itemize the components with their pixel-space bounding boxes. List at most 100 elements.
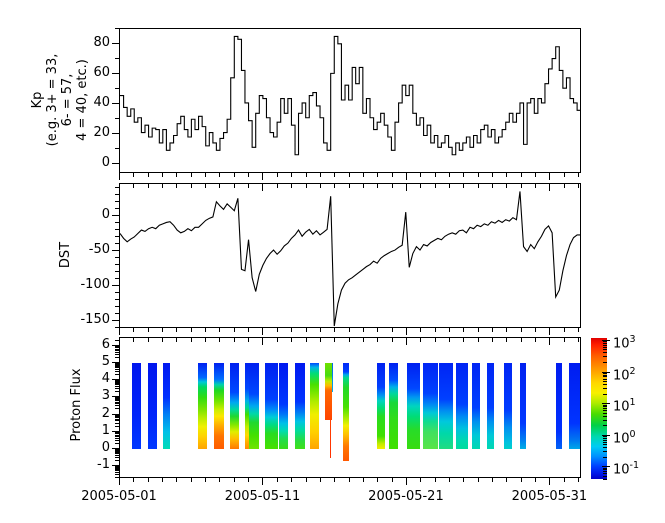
colorbar-tick-label: 100 [613, 428, 636, 447]
flux-data-bar [407, 363, 420, 450]
x-axis-tick [377, 478, 379, 482]
x-axis-tick-inner [162, 184, 164, 188]
x-axis-tick-inner [477, 184, 479, 188]
y-axis-minor-tick [115, 477, 119, 479]
y-axis-minor-tick [115, 433, 119, 435]
flux-data-bar [198, 363, 207, 450]
x-axis-tick-inner [492, 184, 494, 188]
y-axis-major-tick [112, 162, 119, 164]
x-axis-tick-inner [119, 184, 120, 191]
x-axis-tick [291, 328, 293, 332]
y-axis-tick-label: 4 [101, 371, 110, 387]
y-axis-tick-label: 80 [93, 34, 110, 50]
y-axis-major-tick [112, 448, 119, 450]
x-axis-tick-inner [205, 338, 207, 342]
x-axis-tick-inner [233, 338, 235, 342]
x-axis-tick [434, 478, 436, 482]
x-axis-tick [162, 173, 164, 177]
x-axis-tick [190, 328, 192, 332]
x-axis-tick [449, 173, 450, 177]
flux-data-bar [132, 363, 141, 450]
y-axis-minor-tick [115, 403, 119, 405]
x-axis-tick [319, 173, 321, 177]
y-axis-minor-tick [115, 236, 119, 237]
x-axis-tick [578, 173, 580, 177]
x-axis-tick [119, 478, 120, 485]
y-axis-minor-tick [115, 306, 119, 307]
y-axis-minor-tick [115, 388, 119, 390]
x-axis-tick [506, 328, 508, 332]
y-axis-minor-tick [115, 397, 119, 399]
y-axis-tick-label: 2 [101, 405, 110, 421]
y-axis-minor-tick [115, 346, 119, 348]
y-axis-minor-tick [115, 416, 119, 418]
x-axis-tick [262, 173, 264, 180]
y-axis-minor-tick [115, 87, 119, 89]
colorbar-minor-tick [603, 342, 607, 344]
x-axis-tick [319, 478, 321, 482]
x-axis-tick-inner [348, 184, 350, 188]
x-axis-tick [248, 328, 250, 332]
x-axis-tick [305, 478, 307, 482]
x-axis-tick [305, 173, 307, 177]
y-axis-minor-tick [115, 200, 119, 202]
y-axis-minor-tick [115, 221, 119, 223]
colorbar-major-tick [602, 339, 610, 341]
y-axis-minor-tick [115, 147, 119, 149]
x-axis-date-label: 2005-05-11 [224, 489, 301, 504]
x-axis-tick [405, 478, 407, 485]
y-axis-minor-tick [115, 353, 119, 355]
y-axis-minor-tick [115, 422, 119, 424]
y-axis-minor-tick [115, 434, 119, 436]
flux-data-bar [376, 363, 386, 450]
x-axis-tick [305, 328, 307, 332]
x-axis-tick-inner [305, 184, 307, 188]
x-axis-tick-inner [334, 184, 336, 188]
x-axis-tick [233, 328, 235, 332]
flux-data-bar [455, 363, 468, 450]
y-axis-minor-tick [115, 436, 119, 437]
y-axis-tick-label: 0 [101, 154, 110, 170]
y-axis-minor-tick [115, 470, 119, 472]
y-axis-minor-tick [115, 391, 119, 393]
x-axis-tick-inner [535, 184, 537, 188]
flux-data-bar [343, 363, 349, 462]
y-axis-major-tick [112, 413, 119, 415]
x-axis-tick [319, 328, 321, 332]
x-axis-tick-inner [477, 338, 479, 342]
y-axis-minor-tick [115, 57, 119, 59]
y-axis-tick-label: -1 [97, 457, 110, 473]
y-axis-minor-tick [115, 466, 119, 468]
y-axis-minor-tick [115, 365, 119, 367]
flux-data-bar [279, 363, 288, 450]
x-axis-tick [147, 173, 149, 177]
colorbar-minor-tick [603, 393, 607, 395]
x-axis-tick [420, 328, 422, 332]
y-axis-major-tick [112, 102, 119, 104]
x-axis-tick-inner [233, 184, 235, 188]
y-axis-tick-label: -150 [80, 312, 110, 328]
y-axis-minor-tick [115, 356, 119, 358]
x-axis-tick-inner [319, 184, 321, 188]
x-axis-tick [291, 173, 293, 177]
x-axis-tick [205, 478, 207, 482]
flux-data-bar [214, 363, 224, 450]
x-axis-tick-inner [377, 338, 379, 342]
y-axis-minor-tick [115, 364, 119, 366]
x-axis-tick [262, 478, 264, 485]
y-axis-minor-tick [115, 373, 119, 375]
x-axis-tick [492, 173, 494, 177]
x-axis-tick [463, 328, 465, 332]
y-axis-minor-tick [115, 399, 119, 401]
proton-flux-panel [119, 337, 581, 478]
x-axis-tick [147, 478, 149, 482]
y-axis-major-tick [112, 344, 119, 346]
x-axis-tick [291, 478, 293, 482]
x-axis-tick [405, 173, 407, 180]
flux-data-bar [329, 419, 331, 458]
colorbar-major-tick [602, 371, 610, 373]
flux-data-bar [422, 363, 439, 450]
x-axis-tick [563, 478, 565, 482]
x-axis-tick [520, 478, 522, 482]
colorbar-major-tick [602, 403, 610, 405]
